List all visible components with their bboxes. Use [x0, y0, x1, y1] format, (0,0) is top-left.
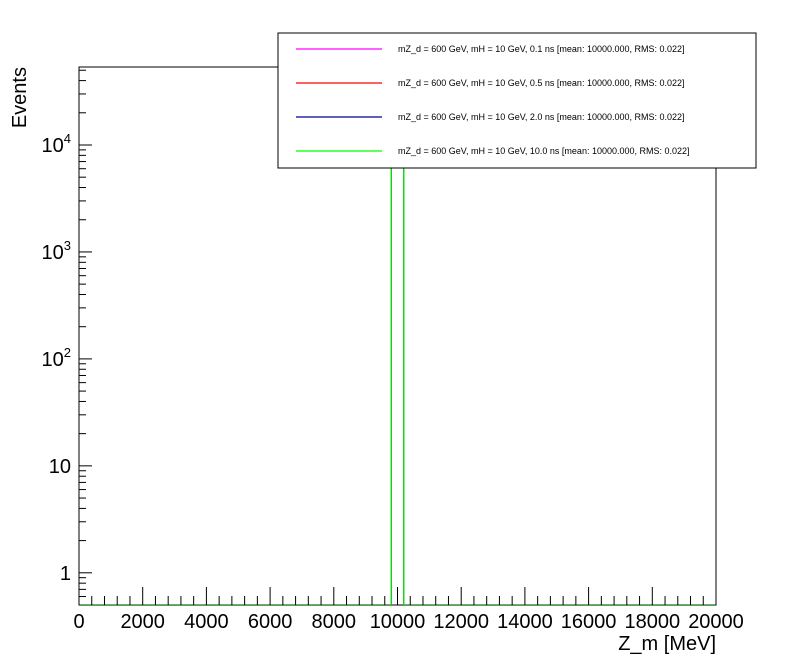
y-tick-label: 10	[49, 456, 71, 478]
legend-label: mZ_d = 600 GeV, mH = 10 GeV, 2.0 ns [mea…	[398, 112, 685, 122]
x-tick-label: 12000	[433, 611, 489, 633]
y-tick-exponent: 2	[64, 345, 71, 360]
legend-box	[277, 32, 757, 169]
x-tick-label: 18000	[624, 611, 680, 633]
legend-label: mZ_d = 600 GeV, mH = 10 GeV, 10.0 ns [me…	[398, 146, 690, 156]
legend-label: mZ_d = 600 GeV, mH = 10 GeV, 0.5 ns [mea…	[398, 78, 685, 88]
x-tick-label: 0	[73, 611, 84, 633]
x-tick-label: 20000	[688, 611, 744, 633]
legend-label: mZ_d = 600 GeV, mH = 10 GeV, 0.1 ns [mea…	[398, 44, 685, 54]
x-tick-label: 2000	[120, 611, 165, 633]
y-tick-base: 10	[42, 349, 64, 371]
x-tick-label: 10000	[370, 611, 426, 633]
x-tick-label: 16000	[561, 611, 617, 633]
x-tick-label: 8000	[312, 611, 357, 633]
y-tick-label: 1	[60, 563, 71, 585]
x-tick-label: 4000	[184, 611, 229, 633]
y-tick-base: 10	[42, 242, 64, 264]
y-tick-exponent: 4	[64, 131, 71, 146]
y-tick-label: 102	[42, 345, 71, 371]
axes: 0 2000 4000 6000 8000 10000 12000 14000 16000 180…	[42, 69, 744, 633]
x-tick-label: 6000	[248, 611, 293, 633]
y-tick-base: 10	[42, 135, 64, 157]
legend: mZ_d = 600 GeV, mH = 10 GeV, 0.1 ns [mea…	[277, 32, 757, 169]
y-tick-exponent: 3	[64, 238, 71, 253]
y-tick-label: 103	[42, 238, 71, 264]
y-axis-title: Events	[9, 67, 31, 128]
y-tick-label: 104	[42, 131, 71, 157]
x-axis-title: Z_m [MeV]	[618, 633, 716, 655]
x-tick-label: 14000	[497, 611, 553, 633]
